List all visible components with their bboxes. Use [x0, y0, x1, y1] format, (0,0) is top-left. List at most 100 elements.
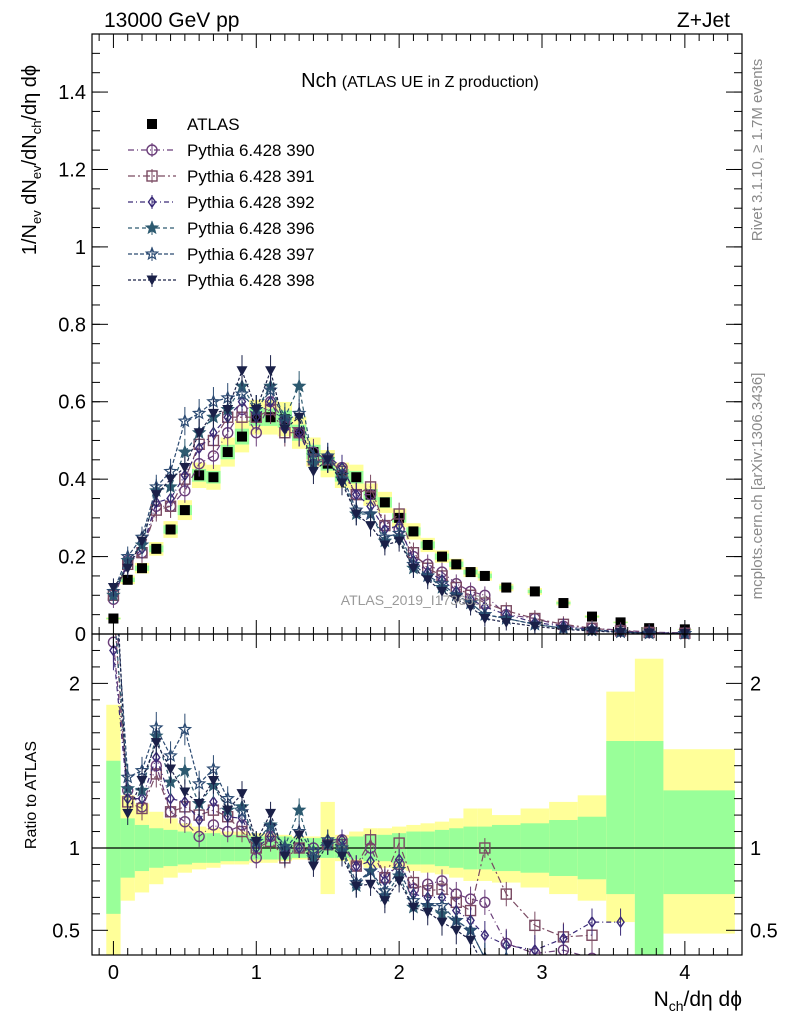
point-atlas — [558, 598, 568, 608]
legend-entry-pythia-6-428-391: Pythia 6.428 391 — [128, 167, 315, 186]
legend-entry-pythia-6-428-392: Pythia 6.428 392 — [128, 193, 315, 212]
ratio-ytick-label: 0.5 — [52, 920, 80, 942]
xtick-label: 1 — [251, 962, 262, 984]
main-ytick-label: 0.4 — [58, 469, 86, 491]
main-ytick-label: 1.2 — [58, 159, 86, 181]
point-atlas — [480, 571, 490, 581]
legend-label: Pythia 6.428 396 — [187, 219, 315, 238]
legend-entry-atlas: ATLAS — [147, 115, 240, 134]
rivet-label: Rivet 3.1.10, ≥ 1.7M events — [749, 59, 766, 242]
point-atlas — [351, 472, 361, 482]
xtick-label: 4 — [679, 962, 690, 984]
ratio-ylabel: Ratio to ATLAS — [23, 741, 40, 849]
ratio-series-pythia-6-428-392 — [110, 631, 624, 965]
xtick-label: 3 — [536, 962, 547, 984]
mcplots-label: mcplots.cern.ch [arXiv:1306.3436] — [749, 373, 766, 600]
legend-entry-pythia-6-428-397: Pythia 6.428 397 — [128, 245, 315, 264]
ratio-band-inner — [106, 761, 120, 914]
main-ytick-label: 1 — [75, 237, 86, 259]
point-atlas — [208, 472, 218, 482]
ratio-point-pythia-6-428-396 — [293, 804, 304, 815]
main-ytick-label: 0 — [75, 624, 86, 646]
x-axis-label: Nch/dη dϕ — [654, 988, 742, 1014]
header-right: Z+Jet — [677, 9, 730, 32]
point-atlas — [451, 559, 461, 569]
point-atlas — [466, 567, 476, 577]
point-pythia-6-428-396 — [293, 380, 304, 391]
ratio-line-pythia-6-428-398 — [113, 519, 535, 983]
point-atlas — [501, 583, 511, 593]
ratio-point-pythia-6-428-398 — [479, 964, 490, 974]
ratio-point-pythia-6-428-396 — [558, 975, 569, 986]
ratio-line-pythia-6-428-396 — [113, 601, 563, 981]
legend-label: Pythia 6.428 392 — [187, 193, 315, 212]
point-atlas — [380, 497, 390, 507]
ratio-band-inner — [606, 741, 635, 894]
legend-label: Pythia 6.428 397 — [187, 245, 315, 264]
point-atlas — [223, 447, 233, 457]
ratio-point-pythia-6-428-397 — [108, 554, 119, 565]
point-pythia-6-428-398 — [365, 521, 376, 531]
ratio-series-pythia-6-428-397 — [108, 536, 569, 998]
ratio-point-pythia-6-428-398 — [437, 918, 448, 928]
main-ytick-label: 0.2 — [58, 547, 86, 569]
ratio-point-pythia-6-428-397 — [558, 975, 569, 986]
ratio-point-pythia-6-428-398 — [451, 926, 462, 936]
ratio-point-pythia-6-428-398 — [422, 908, 433, 918]
ratio-ytick-label-right: 0.5 — [750, 920, 778, 942]
legend-label: ATLAS — [187, 115, 240, 134]
main-ytick-label: 0.8 — [58, 314, 86, 336]
ratio-point-pythia-6-428-398 — [465, 936, 476, 946]
point-atlas — [437, 552, 447, 562]
ratio-ytick-label-right: 2 — [750, 673, 761, 695]
ratio-point-pythia-6-428-398 — [165, 764, 176, 774]
point-atlas — [180, 505, 190, 515]
ratio-point-pythia-6-428-398 — [179, 788, 190, 798]
main-ylabel: 1/Nev dNev/dNch/dη dϕ — [19, 65, 44, 255]
legend-label: Pythia 6.428 390 — [187, 141, 315, 160]
watermark: ATLAS_2019_I1736531 — [341, 592, 490, 608]
legend-entry-pythia-6-428-398: Pythia 6.428 398 — [128, 271, 315, 290]
ratio-ytick-label-right: 1 — [750, 838, 761, 860]
xtick-label: 2 — [394, 962, 405, 984]
point-atlas — [530, 586, 540, 596]
main-title-group: Nch (ATLAS UE in Z production) — [301, 70, 539, 92]
legend-marker — [147, 119, 157, 129]
main-ytick-label: 1.4 — [58, 82, 86, 104]
point-atlas — [137, 563, 147, 573]
point-pythia-6-428-398 — [237, 366, 248, 376]
ratio-series-pythia-6-428-396 — [108, 579, 569, 998]
point-atlas — [166, 524, 176, 534]
point-atlas — [408, 526, 418, 536]
ratio-point-pythia-6-428-398 — [237, 789, 248, 799]
main-ytick-label: 0.6 — [58, 392, 86, 414]
legend-marker — [146, 222, 157, 233]
point-atlas — [237, 432, 247, 442]
point-pythia-6-428-398 — [308, 467, 319, 477]
ratio-point-pythia-6-428-396 — [179, 765, 190, 776]
ratio-ytick-label: 1 — [69, 838, 80, 860]
point-pythia-6-428-398 — [165, 475, 176, 485]
legend-label: Pythia 6.428 391 — [187, 167, 315, 186]
ratio-point-pythia-6-428-398 — [108, 514, 119, 524]
legend-label: Pythia 6.428 398 — [187, 271, 315, 290]
ratio-point-pythia-6-428-397 — [501, 952, 512, 963]
main-subtitle-text: (ATLAS UE in Z production) — [342, 74, 539, 91]
ratio-point-pythia-6-428-398 — [137, 776, 148, 786]
point-pythia-6-428-398 — [265, 366, 276, 376]
ratio-point-pythia-6-428-398 — [308, 862, 319, 872]
legend-entry-pythia-6-428-396: Pythia 6.428 396 — [128, 219, 315, 238]
ratio-series-group — [108, 492, 624, 999]
ratio-series-pythia-6-428-391 — [108, 579, 597, 951]
point-atlas — [587, 612, 597, 622]
ratio-ytick-label: 2 — [69, 673, 80, 695]
xtick-label: 0 — [108, 962, 119, 984]
ratio-point-pythia-6-428-398 — [265, 809, 276, 819]
point-atlas — [423, 540, 433, 550]
point-pythia-6-428-398 — [179, 463, 190, 473]
main-title-text: Nch — [301, 70, 337, 92]
point-atlas — [151, 544, 161, 554]
main-title: Nch (ATLAS UE in Z production) — [301, 70, 539, 92]
ratio-point-pythia-6-428-398 — [501, 967, 512, 977]
